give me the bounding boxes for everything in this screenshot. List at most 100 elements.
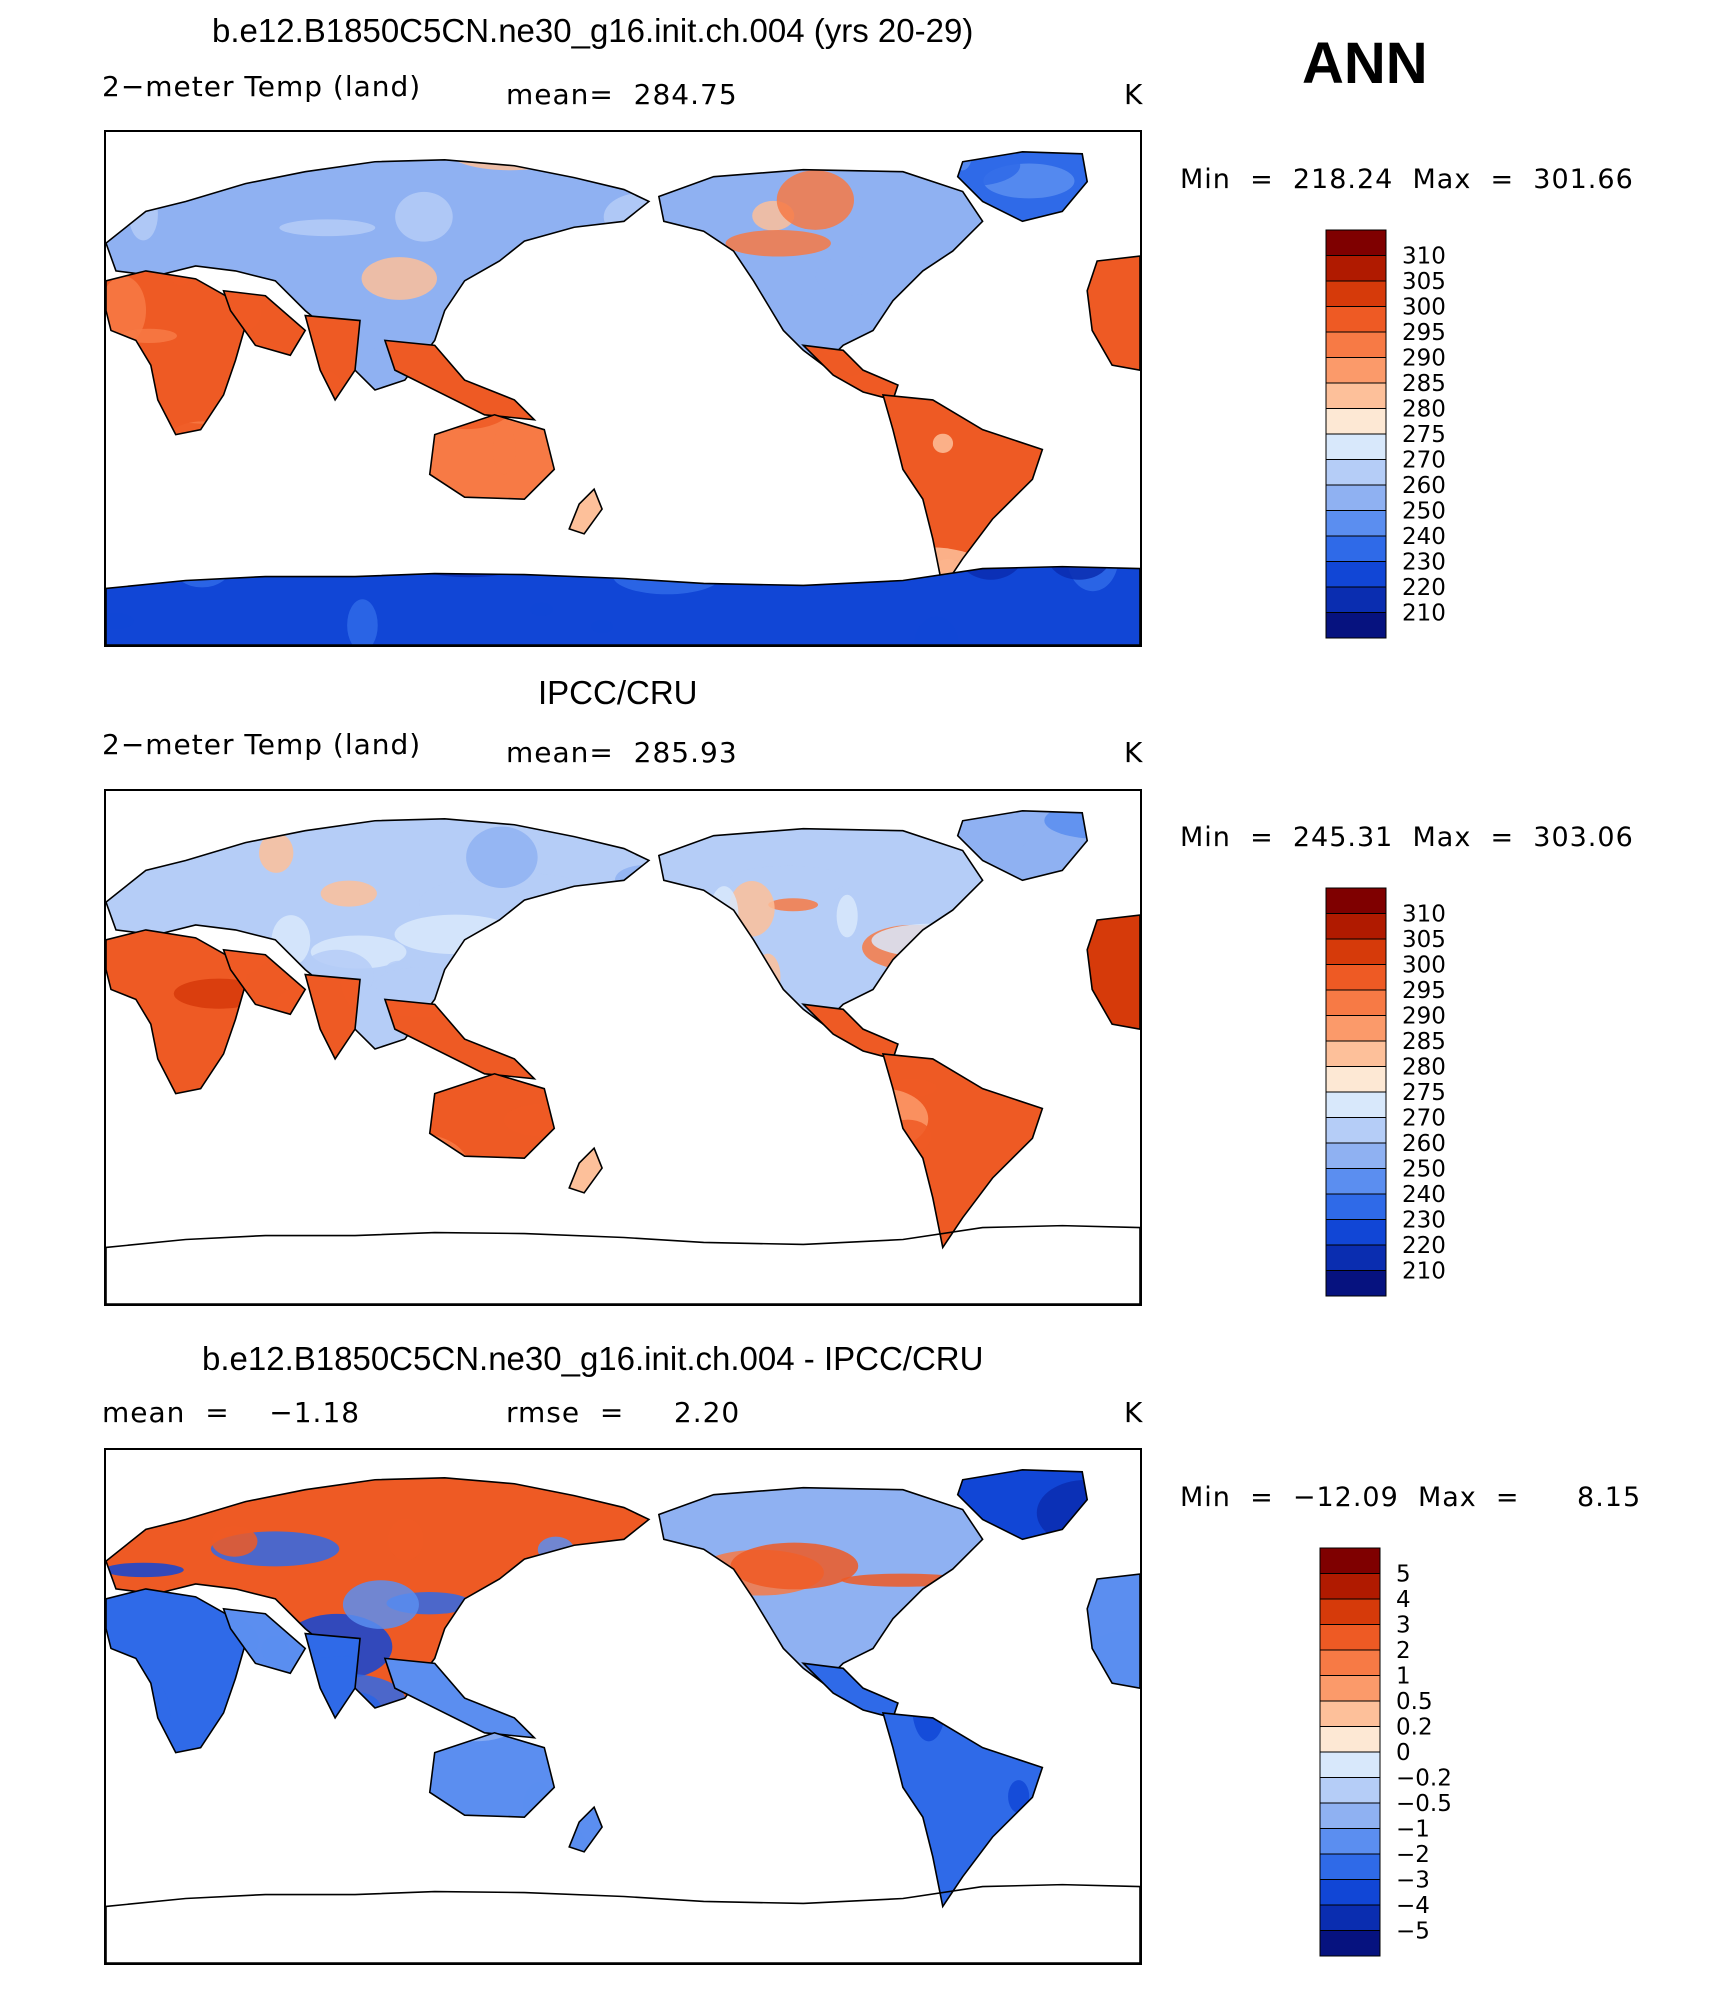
colorbar-swatch: [1325, 510, 1387, 537]
namerica-outline: [657, 168, 984, 367]
colorbar-swatch: [1319, 1573, 1381, 1600]
colorbar-svg: 3103053002952902852802752702602502402302…: [1325, 229, 1446, 639]
world-map-svg: [106, 1469, 1140, 1963]
seasia-outline: [383, 998, 537, 1080]
colorbar-swatch: [1325, 1219, 1387, 1246]
colorbar-swatch: [1325, 989, 1387, 1016]
india-outline: [304, 973, 361, 1061]
samerica-outline: [881, 1053, 1044, 1250]
world-map-svg: [106, 810, 1140, 1304]
panel-3-rmse-label: rmse = 2.20: [506, 1396, 741, 1429]
colorbar-tick-label: 210: [1402, 601, 1446, 627]
colorbar-tick-label: 300: [1402, 953, 1446, 979]
camerica-outline: [801, 1003, 899, 1060]
colorbar-swatch: [1325, 331, 1387, 358]
colorbar-tick-label: 305: [1402, 269, 1446, 295]
colorbar-swatch: [1325, 255, 1387, 282]
colorbar-tick-label: 4: [1396, 1587, 1411, 1613]
nz-outline: [568, 1805, 603, 1853]
colorbar-swatch: [1325, 913, 1387, 940]
colorbar-tick-label: 250: [1402, 1157, 1446, 1183]
antarctica-outline: [106, 1224, 1140, 1304]
africa2-outline: [1086, 1573, 1140, 1689]
panel-1-minmax-label: Min = 218.24 Max = 301.66: [1180, 164, 1634, 195]
colorbar-tick-label: 5: [1396, 1562, 1411, 1588]
antarctica-outline: [106, 565, 1140, 645]
colorbar-tick-label: 260: [1402, 473, 1446, 499]
colorbar-swatch: [1325, 535, 1387, 562]
panel-2-colorbar: 310 305 300 295 290 285 280 275 270 260 250 240 230 2…: [1325, 887, 1486, 1305]
colorbar-swatch: [1319, 1751, 1381, 1778]
colorbar-swatch: [1325, 1142, 1387, 1169]
colorbar-swatch: [1325, 484, 1387, 511]
colorbar-tick-label: −0.5: [1396, 1791, 1452, 1817]
samerica-outline: [881, 394, 1044, 591]
colorbar-tick-label: 290: [1402, 1004, 1446, 1030]
world-map-svg: [106, 151, 1140, 645]
samerica-outline: [881, 1712, 1044, 1909]
colorbar-swatch: [1319, 1930, 1381, 1957]
namerica-outline: [657, 1486, 984, 1685]
panel-1-title: b.e12.B1850C5CN.ne30_g16.init.ch.004 (yr…: [212, 12, 974, 49]
colorbar-tick-label: 0: [1396, 1740, 1411, 1766]
colorbar-tick-label: −5: [1396, 1919, 1430, 1945]
arabia-outline: [222, 1607, 307, 1675]
colorbar-tick-label: −3: [1396, 1868, 1430, 1894]
colorbar-tick-label: 305: [1402, 927, 1446, 953]
colorbar-tick-label: −2: [1396, 1842, 1430, 1868]
colorbar-swatch: [1325, 280, 1387, 307]
panel-1-colorbar: 310 305 300 295 290 285 280 275 270 260 250 240 230 2…: [1325, 229, 1486, 647]
colorbar-swatch: [1325, 1193, 1387, 1220]
colorbar-swatch: [1325, 229, 1387, 256]
colorbar-swatch: [1325, 964, 1387, 991]
colorbar-tick-label: 260: [1402, 1131, 1446, 1157]
camerica-outline: [801, 1662, 899, 1719]
colorbar-swatch: [1319, 1802, 1381, 1829]
panel-3-units-label: K: [1124, 1396, 1144, 1429]
colorbar-swatch: [1319, 1547, 1381, 1574]
india-outline: [304, 314, 361, 402]
colorbar-swatch: [1325, 586, 1387, 613]
colorbar-swatch: [1319, 1904, 1381, 1931]
africa2-outline: [1086, 255, 1140, 371]
colorbar-tick-label: 310: [1402, 244, 1446, 270]
colorbar-tick-label: 230: [1402, 1208, 1446, 1234]
colorbar-swatch: [1325, 561, 1387, 588]
colorbar-swatch: [1325, 382, 1387, 409]
africa-outline: [106, 1588, 247, 1754]
australia-outline: [428, 1072, 556, 1159]
colorbar-tick-label: 3: [1396, 1613, 1411, 1639]
colorbar-swatch: [1319, 1598, 1381, 1625]
colorbar-tick-label: 310: [1402, 902, 1446, 928]
colorbar-tick-label: 250: [1402, 499, 1446, 525]
panel-1-variable-label: 2−meter Temp (land): [102, 70, 422, 103]
colorbar-tick-label: 295: [1402, 320, 1446, 346]
colorbar-swatch: [1319, 1700, 1381, 1727]
colorbar-tick-label: 300: [1402, 295, 1446, 321]
nz-outline: [568, 487, 603, 535]
colorbar-swatch: [1325, 1015, 1387, 1042]
panel-3-minmax-label: Min = −12.09 Max = 8.15: [1180, 1482, 1642, 1513]
colorbar-swatch: [1325, 1168, 1387, 1195]
eurasia-outline: [106, 817, 651, 1050]
colorbar-swatch: [1325, 887, 1387, 914]
colorbar-tick-label: 270: [1402, 1106, 1446, 1132]
panel-1-units-label: K: [1124, 78, 1144, 111]
colorbar-swatch: [1319, 1879, 1381, 1906]
panel-2-map: [104, 789, 1142, 1306]
colorbar-tick-label: 285: [1402, 371, 1446, 397]
colorbar-tick-label: −1: [1396, 1817, 1430, 1843]
colorbar-swatch: [1319, 1853, 1381, 1880]
colorbar-swatch: [1325, 612, 1387, 639]
panel-3-map: [104, 1448, 1142, 1965]
greenland-outline: [956, 151, 1089, 223]
camerica-outline: [801, 344, 899, 401]
colorbar-swatch: [1319, 1726, 1381, 1753]
colorbar-tick-label: 290: [1402, 346, 1446, 372]
colorbar-tick-label: 275: [1402, 422, 1446, 448]
colorbar-swatch: [1325, 1117, 1387, 1144]
australia-outline: [428, 413, 556, 500]
antarctica-outline: [106, 1883, 1140, 1963]
arabia-outline: [222, 289, 307, 357]
africa2-outline: [1086, 914, 1140, 1030]
